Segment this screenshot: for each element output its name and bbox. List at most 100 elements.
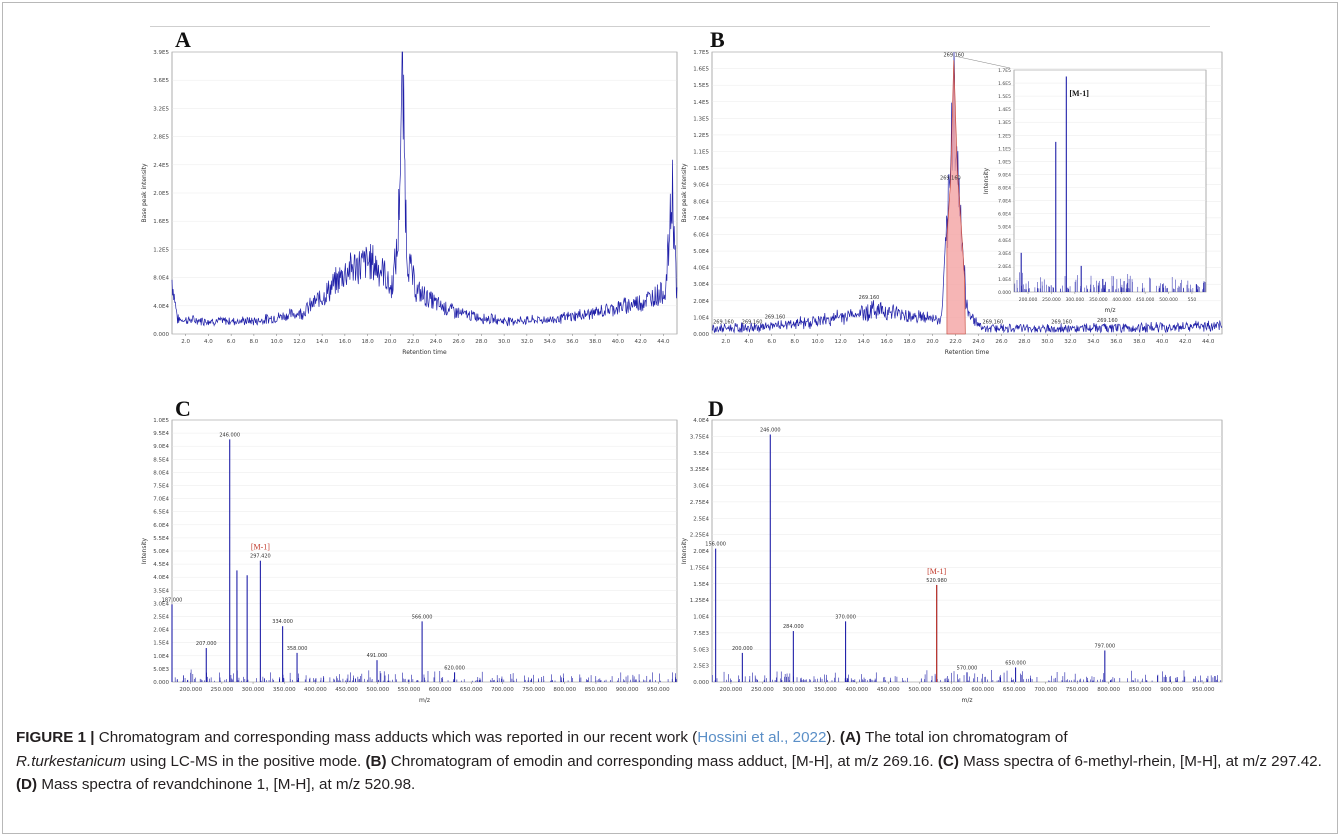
chart-a-x-tick-label: 36.0 [566, 339, 579, 345]
chart-d-x-tick-label: 700.000 [1034, 687, 1057, 693]
chart-c-y-tick-label: 4.5E4 [153, 562, 169, 568]
caption-label: FIGURE 1 | [16, 729, 95, 746]
chart-d-x-tick-label: 200.000 [720, 687, 743, 693]
chart-b-x-tick-label: 12.0 [835, 339, 848, 345]
chart-d-y-tick-label: 3.75E4 [690, 434, 710, 440]
chart-b-x-tick-label: 36.0 [1110, 339, 1123, 345]
chart-d-y-tick-label: 1.0E4 [693, 615, 709, 621]
chart-b-x-tick-label: 4.0 [744, 339, 753, 345]
chart-c-y-tick-label: 1.5E4 [153, 641, 169, 647]
chart-b-inset-y-tick-label: 9.0E4 [998, 172, 1011, 178]
chart-b-inset-x-tick-label: 500.000 [1159, 297, 1178, 303]
chart-b-inset-y-tick-label: 7.0E4 [998, 199, 1011, 205]
chart-b-y-tick-label: 1.4E5 [693, 100, 709, 106]
chart-c-y-tick-label: 7.0E4 [153, 497, 169, 503]
panel-letter-d: D [708, 396, 724, 421]
chart-b-inset-y-tick-label: 1.3E5 [998, 120, 1011, 126]
chart-b-peak-label: 269.160 [982, 320, 1003, 326]
chart-b-y-tick-label: 1.0E4 [693, 315, 709, 321]
caption-text-a2: using LC-MS in the positive mode. [125, 752, 366, 770]
chart-b-peak-label: 269.160 [943, 53, 964, 59]
chart-b-x-tick-label: 38.0 [1133, 339, 1146, 345]
chart-c-x-tick-label: 950.000 [647, 687, 670, 693]
chart-d-peak-label: 200.000 [732, 646, 753, 652]
chart-d-x-tick-label: 950.000 [1192, 687, 1215, 693]
chart-b-y-tick-label: 1.7E5 [693, 50, 709, 56]
chart-c-y-tick-label: 2.5E4 [153, 615, 169, 621]
chart-d-y-tick-label: 1.25E4 [690, 598, 710, 604]
chart-panel-c: 0.000 5.0E3 1.0E4 1.5E4 2.0E4 2.5E4 3.0E4 3.5E4… [140, 412, 680, 712]
chart-c-peak-label: 187.000 [162, 597, 183, 603]
chart-b-inset-y-tick-label: 1.5E5 [998, 94, 1011, 100]
chart-d-y-tick-label: 1.75E4 [690, 565, 710, 571]
chart-b-y-axis-title: Base peak intensity [681, 163, 688, 223]
citation-link[interactable]: Hossini et al., 2022 [697, 729, 827, 746]
chart-b-inset-y-tick-label: 8.0E4 [998, 186, 1011, 192]
chart-d-y-tick-label: 1.5E4 [693, 582, 709, 588]
chart-a-x-tick-label: 40.0 [612, 339, 625, 345]
chart-b-y-tick-label: 0.000 [693, 332, 709, 338]
top-divider [150, 26, 1210, 27]
chart-c-peak-label: 246.000 [219, 432, 240, 438]
chart-c-x-tick-label: 700.000 [491, 687, 514, 693]
chart-d-x-tick-label: 850.000 [1129, 687, 1152, 693]
caption-text-c: Mass spectra of 6-methyl-rhein, [M-H], a… [958, 752, 1322, 770]
chart-d-x-tick-label: 400.000 [845, 687, 868, 693]
chart-d-peak-label: 520.980 [926, 578, 947, 584]
chart-b-x-tick-label: 22.0 [949, 339, 962, 345]
chart-c-x-axis-title: m/z [419, 697, 430, 704]
chart-c-x-tick-label: 450.000 [335, 687, 358, 693]
chart-b-peak-label: 269.160 [1097, 318, 1118, 324]
chart-d-y-tick-label: 0.000 [693, 680, 709, 686]
caption-tag-d: (D) [16, 776, 38, 793]
chart-c-x-tick-label: 750.000 [522, 687, 545, 693]
chart-b-y-tick-label: 6.0E4 [693, 232, 709, 238]
chart-b-x-tick-label: 32.0 [1064, 339, 1077, 345]
chart-b-inset-pointer [957, 56, 1011, 69]
caption-tag-c: (C) [937, 752, 959, 770]
chart-c-x-tick-label: 550.000 [398, 687, 421, 693]
chart-d-mh-annotation: [M-1] [927, 567, 946, 576]
chart-c-x-tick-label: 800.000 [553, 687, 576, 693]
chart-d-svg: 0.000 2.5E3 5.0E3 7.5E3 1.0E4 1.25E4 1.5E4 1.75… [681, 418, 1223, 704]
chart-c-y-tick-label: 8.5E4 [153, 457, 169, 463]
chart-a-x-axis-title: Retention time [402, 349, 447, 356]
chart-panel-d: 0.000 2.5E3 5.0E3 7.5E3 1.0E4 1.25E4 1.5E4 1.75… [680, 412, 1228, 712]
chart-b-y-tick-label: 1.1E5 [693, 150, 709, 156]
chart-c-x-tick-label: 300.000 [242, 687, 265, 693]
chart-b-inset-x-tick-label: 450.000 [1136, 297, 1155, 303]
chart-b-inset-y-tick-label: 1.0E4 [998, 277, 1011, 283]
chart-d-y-tick-label: 7.5E3 [693, 631, 709, 637]
chart-c-y-tick-label: 3.0E4 [153, 601, 169, 607]
chart-d-y-axis-title: Intensity [681, 537, 688, 564]
chart-a-x-tick-label: 30.0 [498, 339, 511, 345]
caption-text-d: Mass spectra of revandchinone 1, [M-H], … [37, 776, 416, 793]
chart-b-peak-label: 269.160 [765, 315, 786, 321]
chart-b-inset-x-tick-label: 350.000 [1089, 297, 1108, 303]
chart-a-x-tick-label: 4.0 [204, 339, 213, 345]
chart-d-x-tick-label: 650.000 [1003, 687, 1026, 693]
chart-c-y-tick-label: 9.5E4 [153, 431, 169, 437]
chart-d-x-tick-label: 550.000 [940, 687, 963, 693]
chart-panel-a: 0.000 4.0E4 8.0E4 1.2E5 1.6E5 2.0E5 2.4E5 2.8E5… [140, 44, 680, 366]
chart-a-x-tick-label: 44.0 [657, 339, 670, 345]
chart-b-x-tick-label: 40.0 [1156, 339, 1169, 345]
chart-b-x-tick-label: 10.0 [812, 339, 825, 345]
chart-b-inset-x-tick-label: 400.000 [1112, 297, 1131, 303]
chart-c-x-tick-label: 250.000 [211, 687, 234, 693]
chart-c-x-tick-label: 500.000 [366, 687, 389, 693]
chart-b-inset-x-axis-title: m/z [1104, 307, 1115, 314]
chart-c-y-tick-label: 2.0E4 [153, 628, 169, 634]
chart-c-y-tick-label: 6.5E4 [153, 510, 169, 516]
chart-b-y-tick-label: 1.5E5 [693, 83, 709, 89]
chart-c-peak-label: 358.000 [287, 646, 308, 652]
chart-b-peak-label: 269.160 [713, 320, 734, 326]
chart-c-y-tick-label: 6.0E4 [153, 523, 169, 529]
chart-c-y-tick-label: 1.0E5 [153, 418, 169, 424]
chart-a-x-tick-label: 2.0 [181, 339, 190, 345]
chart-c-peak-label: 491.000 [367, 653, 388, 659]
chart-b-x-tick-label: 18.0 [903, 339, 916, 345]
chart-a-x-tick-label: 42.0 [634, 339, 647, 345]
chart-b-x-tick-label: 20.0 [926, 339, 939, 345]
chart-b-x-tick-label: 42.0 [1179, 339, 1192, 345]
